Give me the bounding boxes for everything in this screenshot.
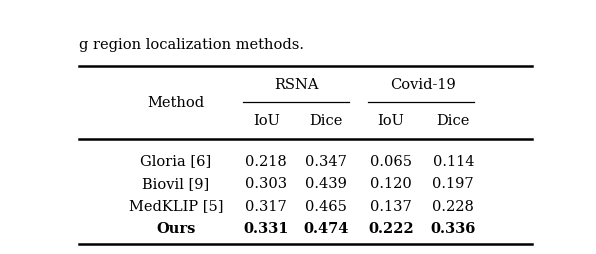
Text: MedKLIP [5]: MedKLIP [5]	[129, 199, 224, 214]
Text: 0.222: 0.222	[368, 222, 414, 236]
Text: g region localization methods.: g region localization methods.	[79, 38, 304, 52]
Text: IoU: IoU	[253, 114, 280, 129]
Text: Method: Method	[148, 96, 204, 110]
Text: Dice: Dice	[309, 114, 343, 129]
Text: 0.439: 0.439	[305, 177, 347, 191]
Text: 0.114: 0.114	[433, 154, 474, 168]
Text: 0.331: 0.331	[243, 222, 289, 236]
Text: Covid-19: Covid-19	[390, 78, 456, 92]
Text: 0.137: 0.137	[370, 199, 412, 214]
Text: 0.336: 0.336	[430, 222, 476, 236]
Text: 0.347: 0.347	[305, 154, 347, 168]
Text: IoU: IoU	[377, 114, 404, 129]
Text: Biovil [9]: Biovil [9]	[142, 177, 210, 191]
Text: 0.317: 0.317	[246, 199, 287, 214]
Text: Ours: Ours	[156, 222, 196, 236]
Text: 0.228: 0.228	[432, 199, 474, 214]
Text: 0.218: 0.218	[246, 154, 287, 168]
Text: 0.465: 0.465	[305, 199, 347, 214]
Text: 0.303: 0.303	[245, 177, 287, 191]
Text: 0.197: 0.197	[433, 177, 474, 191]
Text: RSNA: RSNA	[274, 78, 318, 92]
Text: Gloria [6]: Gloria [6]	[141, 154, 212, 168]
Text: 0.120: 0.120	[370, 177, 412, 191]
Text: Dice: Dice	[437, 114, 470, 129]
Text: 0.474: 0.474	[303, 222, 349, 236]
Text: 0.065: 0.065	[370, 154, 412, 168]
